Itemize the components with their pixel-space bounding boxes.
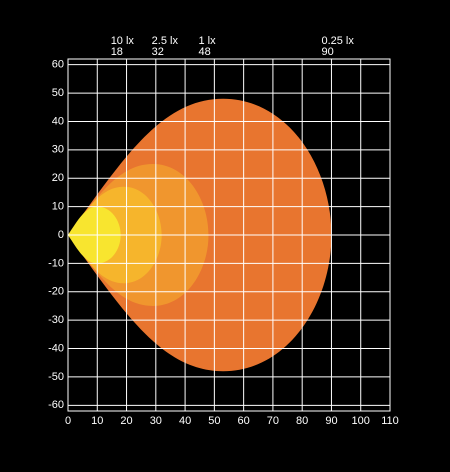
y-tick-label: 20 bbox=[52, 172, 64, 184]
zone-reach: 32 bbox=[152, 46, 164, 58]
zone-name: 0.25 lx bbox=[321, 35, 354, 47]
y-tick-label: 40 bbox=[52, 115, 64, 127]
zone-reach: 18 bbox=[111, 46, 123, 58]
y-tick-label: -20 bbox=[48, 286, 64, 298]
x-tick-label: 20 bbox=[120, 415, 132, 427]
x-tick-label: 40 bbox=[179, 415, 191, 427]
x-tick-label: 90 bbox=[325, 415, 337, 427]
zone-name: 1 lx bbox=[199, 35, 217, 47]
zone-name: 10 lx bbox=[111, 35, 135, 47]
y-tick-label: 10 bbox=[52, 201, 64, 213]
y-tick-label: 30 bbox=[52, 144, 64, 156]
plot-border bbox=[67, 58, 391, 412]
y-tick-label: 50 bbox=[52, 87, 64, 99]
x-tick-label: 50 bbox=[208, 415, 220, 427]
x-tick-label: 60 bbox=[238, 415, 250, 427]
x-tick-label: 100 bbox=[352, 415, 370, 427]
x-tick-label: 10 bbox=[91, 415, 103, 427]
zone-reach: 90 bbox=[321, 46, 333, 58]
x-tick-label: 0 bbox=[65, 415, 71, 427]
y-tick-label: -60 bbox=[48, 399, 64, 411]
y-tick-label: -30 bbox=[48, 314, 64, 326]
x-tick-label: 110 bbox=[381, 415, 399, 427]
x-tick-label: 70 bbox=[267, 415, 279, 427]
y-tick-label: 60 bbox=[52, 59, 64, 71]
zone-reach: 48 bbox=[199, 46, 211, 58]
y-tick-label: 0 bbox=[58, 229, 64, 241]
zone-name: 2.5 lx bbox=[152, 35, 179, 47]
y-tick-label: -10 bbox=[48, 257, 64, 269]
x-tick-label: 80 bbox=[296, 415, 308, 427]
y-tick-label: -50 bbox=[48, 371, 64, 383]
y-tick-label: -40 bbox=[48, 342, 64, 354]
x-tick-label: 30 bbox=[150, 415, 162, 427]
